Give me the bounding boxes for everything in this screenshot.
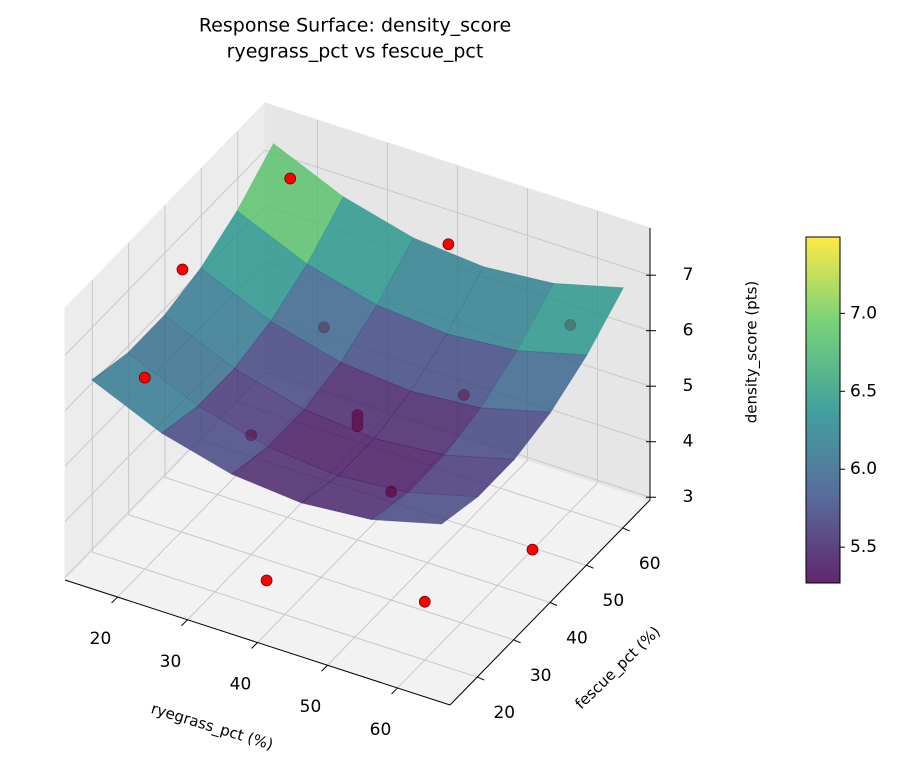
y-axis-line [449, 499, 651, 706]
x-tick-label: 60 [370, 720, 392, 740]
z-tick-label: 7 [683, 265, 694, 285]
colorbar-tick-label: 6.0 [850, 459, 877, 479]
x-tick [391, 687, 398, 695]
y-tick-label: 60 [639, 554, 661, 574]
chart-subtitle: ryegrass_pct vs fescue_pct [227, 41, 484, 63]
x-tick [251, 642, 258, 649]
grid-line [64, 149, 266, 356]
y-tick-label: 30 [530, 666, 552, 686]
grid-line [264, 149, 651, 276]
y-tick [622, 527, 630, 532]
z-tick-label: 3 [683, 487, 694, 507]
y-tick [513, 639, 521, 644]
x-tick [321, 664, 328, 672]
data-point [442, 238, 455, 251]
y-tick-label: 20 [493, 703, 515, 723]
surface-patch [370, 492, 479, 525]
chart-title: Response Surface: density_score [199, 15, 511, 37]
colorbar-tick-label: 7.0 [850, 303, 877, 323]
x-tick-label: 50 [300, 697, 322, 717]
z-axis-title: density_score (pts) [743, 281, 762, 424]
y-tick-label: 40 [566, 629, 588, 649]
grid-line [92, 551, 478, 678]
data-point [418, 595, 431, 608]
y-tick [549, 602, 558, 606]
data-point [138, 371, 151, 384]
x-tick [111, 596, 118, 604]
y-tick-label: 50 [603, 591, 625, 611]
grid-line [164, 477, 551, 603]
data-point [526, 543, 539, 556]
z-tick-label: 4 [683, 432, 694, 452]
y-tick [477, 676, 485, 681]
x-axis-line [64, 579, 451, 706]
data-point [284, 172, 297, 185]
x-tick [181, 619, 188, 627]
data-point [176, 263, 189, 276]
x-tick-label: 30 [160, 652, 182, 672]
z-tick-label: 6 [683, 321, 694, 341]
data-point [260, 574, 273, 587]
y-tick [586, 564, 594, 569]
colorbar [805, 236, 841, 584]
grid-line [128, 514, 514, 641]
x-axis-title: ryegrass_pct (%) [149, 699, 276, 754]
colorbar-tick-label: 5.5 [850, 537, 877, 557]
colorbar-tick-label: 6.5 [850, 381, 877, 401]
x-tick-label: 20 [90, 629, 112, 649]
x-tick-label: 40 [230, 675, 252, 695]
z-tick-label: 5 [683, 376, 694, 396]
